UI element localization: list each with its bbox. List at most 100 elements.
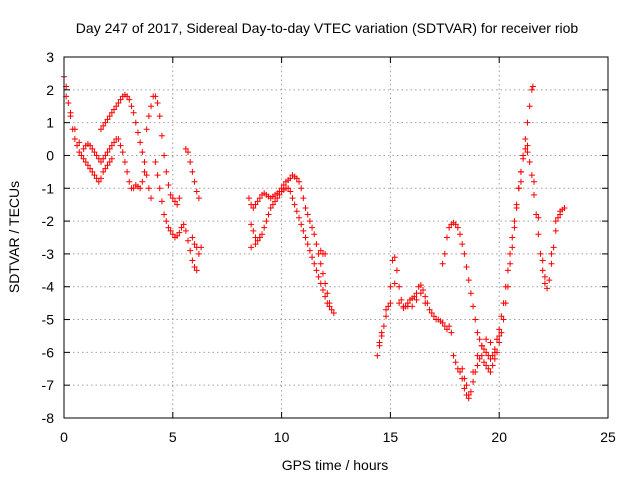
data-point [533, 211, 540, 218]
y-tick-label: -2 [42, 213, 55, 229]
data-point [76, 149, 83, 156]
data-point [526, 103, 533, 110]
data-point [509, 244, 516, 251]
data-point [254, 198, 261, 205]
data-point [439, 260, 446, 267]
data-point [470, 378, 477, 385]
data-point [102, 119, 109, 126]
data-point [315, 273, 322, 280]
series-seg6 [245, 172, 337, 316]
series-seg4 [152, 159, 200, 274]
series-seg10 [376, 280, 429, 346]
data-point [143, 172, 150, 179]
data-point [461, 385, 468, 392]
data-point [463, 382, 470, 389]
data-point [326, 303, 333, 310]
data-point [517, 168, 524, 175]
data-point [143, 126, 150, 133]
data-point [71, 136, 78, 143]
data-point [130, 185, 137, 192]
y-tick-label: -5 [42, 312, 55, 328]
y-tick-label: -3 [42, 246, 55, 262]
data-point [191, 178, 198, 185]
x-tick-label: 0 [60, 429, 68, 445]
data-point [509, 234, 516, 241]
data-point [376, 339, 383, 346]
data-point [511, 218, 518, 225]
data-point [106, 113, 113, 120]
grid-lines [64, 57, 608, 418]
data-point [311, 231, 318, 238]
data-point [409, 303, 416, 310]
data-point [189, 257, 196, 264]
data-point [491, 355, 498, 362]
data-point [108, 155, 115, 162]
data-point [498, 313, 505, 320]
data-point [302, 204, 309, 211]
data-point [465, 392, 472, 399]
data-point [459, 365, 466, 372]
data-point [324, 290, 331, 297]
data-point [452, 359, 459, 366]
series-seg11 [439, 83, 536, 362]
data-point [80, 145, 87, 152]
data-point [82, 159, 89, 166]
data-point [311, 260, 318, 267]
data-point [383, 313, 390, 320]
data-point [193, 267, 200, 274]
data-point [137, 139, 144, 146]
data-point [483, 349, 490, 356]
data-point [178, 224, 185, 231]
data-point [489, 352, 496, 359]
x-tick-label: 20 [491, 429, 507, 445]
data-point [500, 316, 507, 323]
data-point [161, 211, 168, 218]
data-point [300, 227, 307, 234]
data-point [97, 175, 104, 182]
data-point [91, 172, 98, 179]
data-point [115, 99, 122, 106]
data-point [269, 201, 276, 208]
data-point [474, 362, 481, 369]
data-point [248, 244, 255, 251]
data-point [167, 191, 174, 198]
data-point [180, 221, 187, 228]
y-tick-label: -8 [42, 410, 55, 426]
data-point [156, 113, 163, 120]
data-point [287, 175, 294, 182]
data-point [550, 244, 557, 251]
data-point [496, 332, 503, 339]
data-point [524, 119, 531, 126]
data-point [554, 214, 561, 221]
data-point [182, 227, 189, 234]
y-tick-label: 1 [46, 115, 54, 131]
data-point [522, 145, 529, 152]
data-point [104, 116, 111, 123]
data-point [313, 241, 320, 248]
data-point [491, 349, 498, 356]
data-point [78, 152, 85, 159]
data-point [93, 152, 100, 159]
data-point [182, 145, 189, 152]
data-point [187, 159, 194, 166]
data-point [104, 162, 111, 169]
data-point [507, 260, 514, 267]
data-point [389, 257, 396, 264]
data-point [102, 152, 109, 159]
data-point [272, 198, 279, 205]
data-point [324, 300, 331, 307]
data-point [139, 178, 146, 185]
data-point [439, 319, 446, 326]
data-point [302, 234, 309, 241]
data-point [65, 99, 72, 106]
data-point [528, 86, 535, 93]
data-point [148, 103, 155, 110]
data-point [426, 306, 433, 313]
data-point [139, 149, 146, 156]
series-seg7 [248, 185, 333, 310]
data-point [385, 303, 392, 310]
data-point [378, 329, 385, 336]
data-point [148, 195, 155, 202]
data-point [91, 149, 98, 156]
data-point [126, 96, 133, 103]
